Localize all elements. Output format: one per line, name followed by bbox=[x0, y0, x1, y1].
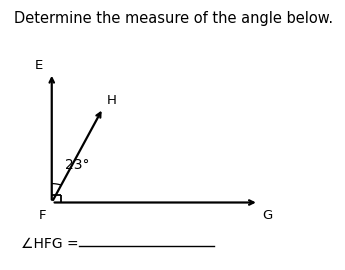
Text: H: H bbox=[106, 94, 116, 107]
Text: 23°: 23° bbox=[65, 158, 89, 173]
Text: F: F bbox=[39, 209, 47, 222]
Text: E: E bbox=[35, 59, 43, 72]
Text: ∠HFG =: ∠HFG = bbox=[21, 237, 78, 251]
Text: G: G bbox=[262, 209, 273, 222]
Text: Determine the measure of the angle below.: Determine the measure of the angle below… bbox=[14, 11, 333, 26]
